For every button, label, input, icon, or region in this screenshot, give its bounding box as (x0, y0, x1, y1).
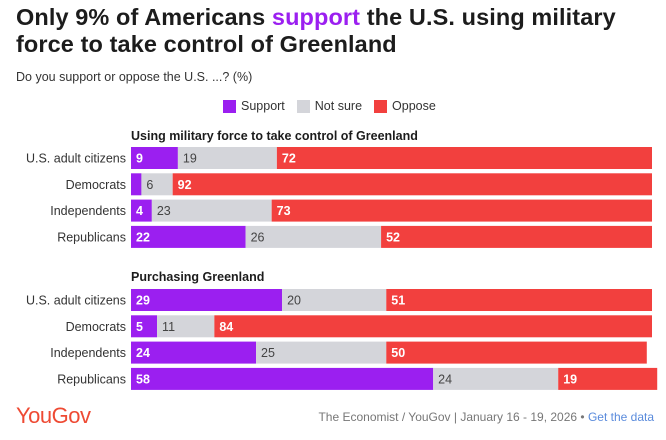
group-2-democrats-not-sure-value: 11 (162, 320, 175, 334)
group-2-title: Purchasing Greenland (131, 270, 264, 284)
group-2-democrats-support-value: 5 (136, 320, 143, 334)
group-1-u-s-adult-citizens-label: U.S. adult citizens (26, 152, 126, 166)
group-2-independents-support-value: 24 (136, 346, 150, 360)
group-2-independents-oppose-value: 50 (391, 346, 405, 360)
group-1-democrats-support-bar (131, 173, 142, 196)
group-1-independents-oppose-value: 73 (277, 204, 291, 218)
group-2-u-s-adult-citizens-support-value: 29 (136, 294, 150, 308)
group-1-u-s-adult-citizens-not-sure-bar (177, 147, 277, 169)
group-1-republicans-support-value: 22 (136, 230, 150, 244)
group-2-republicans-oppose-bar (558, 367, 658, 390)
legend-swatch-support (223, 99, 236, 113)
title-part-2: the U.S. using military force to take co… (16, 4, 616, 57)
legend: Support Not sure Oppose (223, 96, 448, 116)
group-1-title: Using military force to take control of … (131, 129, 418, 143)
group-1-democrats-oppose-bar (172, 173, 652, 196)
group-1-independents-support-value: 4 (136, 204, 143, 218)
group-1-republicans-oppose-value: 52 (386, 230, 400, 244)
yougov-logo: YouGov (16, 403, 91, 428)
legend-label-oppose: Oppose (392, 99, 436, 113)
chart-title: Only 9% of Americans support the U.S. us… (16, 4, 656, 58)
group-1-democrats-label: Democrats (66, 178, 126, 192)
legend-item-oppose: Oppose (374, 99, 436, 113)
title-part-1: Only 9% of Americans (16, 4, 272, 30)
group-2-republicans-label: Republicans (57, 372, 126, 386)
group-1-independents-support-bar (131, 199, 152, 222)
group-2-independents-oppose-bar (386, 341, 647, 364)
group-1-republicans-not-sure-bar (245, 225, 382, 248)
chart-subtitle: Do you support or oppose the U.S. ...? (… (16, 70, 253, 84)
group-1-republicans-not-sure-value: 26 (251, 230, 265, 244)
group-1-democrats-not-sure-bar (141, 173, 173, 196)
group-1-independents-oppose-bar (271, 199, 652, 222)
legend-swatch-oppose (374, 99, 388, 113)
group-2-u-s-adult-citizens-label: U.S. adult citizens (26, 294, 126, 308)
group-1-democrats-not-sure-value: 6 (146, 178, 153, 192)
legend-label-support: Support (241, 99, 285, 113)
group-1-independents-label: Independents (50, 204, 126, 218)
group-1-u-s-adult-citizens-support-value: 9 (136, 152, 143, 166)
group-2-democrats-support-bar (131, 315, 158, 338)
group-2-republicans-oppose-value: 19 (563, 372, 577, 386)
group-1-u-s-adult-citizens-support-bar (131, 147, 178, 169)
group-1-republicans-label: Republicans (57, 230, 126, 244)
group-2-u-s-adult-citizens-not-sure-bar (282, 289, 387, 311)
group-2-republicans-support-bar (131, 367, 434, 390)
group-1-independents-not-sure-value: 23 (157, 204, 171, 218)
group-1-democrats-oppose-value: 92 (178, 178, 192, 192)
group-1-u-s-adult-citizens-oppose-value: 72 (282, 152, 296, 166)
group-2-democrats-label: Democrats (66, 320, 126, 334)
group-2-u-s-adult-citizens-not-sure-value: 20 (287, 294, 301, 308)
group-1-u-s-adult-citizens-oppose-bar (276, 147, 652, 169)
group-2-democrats-oppose-value: 84 (219, 320, 233, 334)
group-2-independents-not-sure-value: 25 (261, 346, 275, 360)
group-2-u-s-adult-citizens-oppose-bar (386, 289, 652, 311)
group-1-independents-not-sure-bar (151, 199, 272, 222)
legend-swatch-not-sure (296, 99, 310, 113)
group-2-republicans-support-value: 58 (136, 372, 150, 386)
source-text: The Economist / YouGov | January 16 - 19… (318, 410, 588, 424)
group-2-democrats-oppose-bar (214, 315, 653, 338)
group-2-u-s-adult-citizens-oppose-value: 51 (391, 294, 405, 308)
legend-item-support: Support (223, 99, 285, 113)
source-note: The Economist / YouGov | January 16 - 19… (318, 410, 654, 424)
group-2-republicans-not-sure-bar (433, 367, 559, 390)
get-the-data-link[interactable]: Get the data (587, 410, 654, 424)
group-2-independents-label: Independents (50, 346, 126, 360)
title-highlight: support (271, 4, 361, 30)
group-2-u-s-adult-citizens-support-bar (131, 289, 283, 311)
group-1-u-s-adult-citizens-not-sure-value: 19 (183, 152, 197, 166)
group-1-republicans-oppose-bar (381, 225, 652, 248)
legend-label-not-sure: Not sure (314, 99, 363, 113)
group-2-republicans-not-sure-value: 24 (438, 372, 452, 386)
legend-item-not-sure: Not sure (296, 99, 363, 113)
group-2-independents-not-sure-bar (256, 341, 387, 364)
group-2-democrats-not-sure-bar (157, 315, 215, 338)
group-2-independents-support-bar (131, 341, 257, 364)
group-1-republicans-support-bar (131, 225, 246, 248)
